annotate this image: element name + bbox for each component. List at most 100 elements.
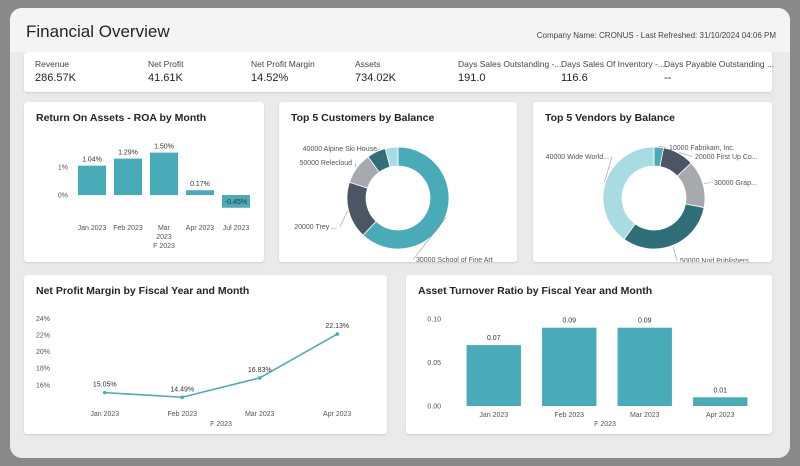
x-tick-label: Apr 2023 (323, 411, 352, 418)
slice-label: 40000 Alpine Ski House (303, 146, 377, 153)
donut-slice (602, 146, 655, 240)
donut-slice (384, 146, 399, 168)
kpi-label: Revenue (35, 59, 70, 69)
x-tick-label: Mar (158, 225, 171, 232)
leader-line (672, 246, 678, 261)
x-tick-label: Feb 2023 (113, 225, 143, 232)
slice-label: 20000 Trey ... (294, 224, 337, 231)
y-tick-label: 1% (58, 164, 68, 171)
kpi-net-profit[interactable]: Net Profit 41.61K (148, 59, 183, 84)
y-tick-label: 24% (36, 316, 50, 323)
y-tick-label: 0.00 (427, 404, 441, 411)
leader-line (678, 152, 693, 157)
atr-bar (693, 397, 748, 406)
atr-data-label: 0.09 (638, 318, 652, 325)
vendors-card[interactable]: Top 5 Vendors by Balance 10000 Fabrikam,… (533, 102, 772, 262)
customers-chart: 30000 School of Fine Art 20000 Trey ... 50… (294, 146, 493, 262)
slice-label: 10000 Fabrikam, Inc. (669, 145, 735, 152)
kpi-net-profit-margin[interactable]: Net Profit Margin 14.52% (251, 59, 315, 84)
kpi-days-sales-outstanding[interactable]: Days Sales Outstanding -... 191.0 (458, 59, 561, 84)
atr-bar (542, 327, 597, 406)
slice-label: 20000 First Up Co... (695, 154, 758, 161)
leader-line (412, 216, 447, 260)
atr-data-label: 0.07 (487, 335, 501, 342)
x-tick-label: Feb 2023 (554, 412, 584, 419)
npm-data-label: 16.83% (248, 367, 272, 374)
roa-bar (113, 158, 143, 196)
npm-data-label: 15.05% (93, 382, 117, 389)
roa-bar (221, 195, 251, 208)
atr-data-label: 0.09 (562, 318, 576, 325)
donut-slice (362, 146, 450, 250)
y-tick-label: 22% (36, 333, 50, 340)
y-tick-label: 18% (36, 366, 50, 373)
npm-line (104, 333, 338, 399)
chart-title: Top 5 Vendors by Balance (545, 112, 675, 124)
leader-line (375, 148, 381, 152)
y-tick-label: 16% (36, 382, 50, 389)
leader-line (354, 162, 357, 168)
slice-label: 50000 Nod Publishers (680, 258, 749, 262)
slice-label: 30000 School of Fine Art (416, 257, 493, 262)
roa-data-label: 1.04% (82, 157, 102, 164)
npm-point (180, 395, 185, 400)
kpi-label: Net Profit Margin (251, 59, 315, 69)
leader-line (339, 210, 348, 227)
atr-data-label: 0.01 (713, 387, 727, 394)
roa-data-label: 1.29% (118, 150, 138, 157)
kpi-days-payable-outstanding[interactable]: Days Payable Outstanding ... -- (664, 59, 774, 84)
x-tick-label: Mar 2023 (630, 412, 660, 419)
atr-bar (617, 327, 672, 406)
npm-data-label: 22.13% (325, 323, 349, 330)
report-frame: Financial Overview Company Name: CRONUS … (10, 8, 790, 458)
kpi-value: 116.6 (561, 72, 588, 84)
x-tick-label: Apr 2023 (186, 225, 215, 232)
chart-title: Return On Assets - ROA by Month (36, 112, 207, 124)
leader-line (658, 145, 667, 148)
leader-line (703, 182, 712, 184)
x-tick-label: Apr 2023 (706, 412, 735, 419)
kpi-value: 286.57K (35, 72, 76, 84)
npm-point (102, 390, 107, 395)
roa-bar (77, 165, 107, 196)
x-tick-label: 2023 (156, 234, 172, 241)
roa-data-label: 0.17% (190, 181, 210, 188)
x-group-label: F 2023 (594, 421, 616, 428)
asset-turnover-chart: 0.00 0.05 0.10 0.07 Jan 2023 0.09 Feb 2023 0.09… (427, 317, 748, 428)
donut-slice (623, 203, 705, 250)
y-tick-label: 0.05 (427, 360, 441, 367)
company-refresh-info: Company Name: CRONUS - Last Refreshed: 3… (536, 31, 776, 40)
roa-data-label: 1.50% (154, 144, 174, 151)
y-tick-label: 20% (36, 349, 50, 356)
y-tick-label: 0% (58, 193, 68, 200)
kpi-assets[interactable]: Assets 734.02K (355, 59, 396, 84)
chart-title: Top 5 Customers by Balance (291, 112, 435, 124)
page-title: Financial Overview (26, 22, 170, 41)
roa-card[interactable]: Return On Assets - ROA by Month 1% 0% 1.04… (24, 102, 264, 262)
customers-card[interactable]: Top 5 Customers by Balance 30000 School … (279, 102, 517, 262)
kpi-label: Days Payable Outstanding ... (664, 59, 775, 69)
kpi-value: -- (664, 72, 672, 84)
kpi-strip: Revenue 286.57K Net Profit 41.61K Net Pr… (24, 52, 774, 92)
x-tick-label: Feb 2023 (167, 411, 197, 418)
kpi-value: 191.0 (458, 72, 486, 84)
kpi-days-sales-inventory[interactable]: Days Sales Of Inventory -... 116.6 (561, 59, 665, 84)
kpi-revenue[interactable]: Revenue 286.57K (35, 59, 76, 84)
net-profit-margin-chart: 16% 18% 20% 22% 24% 15.05% Jan 2023 14.49% Feb 2… (36, 316, 352, 428)
roa-data-label: -0.45% (225, 199, 247, 206)
slice-label: 50000 Relecloud (299, 160, 352, 167)
x-tick-label: Jan 2023 (78, 225, 107, 232)
kpi-label: Days Sales Of Inventory -... (561, 59, 665, 69)
x-group-label: F 2023 (210, 421, 232, 428)
npm-point (257, 376, 262, 380)
net-profit-margin-card[interactable]: Net Profit Margin by Fiscal Year and Mon… (24, 275, 387, 434)
atr-bar (466, 345, 521, 406)
x-tick-label: Mar 2023 (245, 411, 275, 418)
x-tick-label: Jan 2023 (479, 412, 508, 419)
asset-turnover-card[interactable]: Asset Turnover Ratio by Fiscal Year and … (406, 275, 772, 434)
vendors-chart: 10000 Fabrikam, Inc. 20000 First Up Co...… (546, 145, 758, 262)
leader-line (604, 156, 613, 183)
x-group-label: F 2023 (153, 243, 175, 250)
kpi-label: Days Sales Outstanding -... (458, 59, 562, 69)
chart-title: Asset Turnover Ratio by Fiscal Year and … (418, 285, 653, 297)
